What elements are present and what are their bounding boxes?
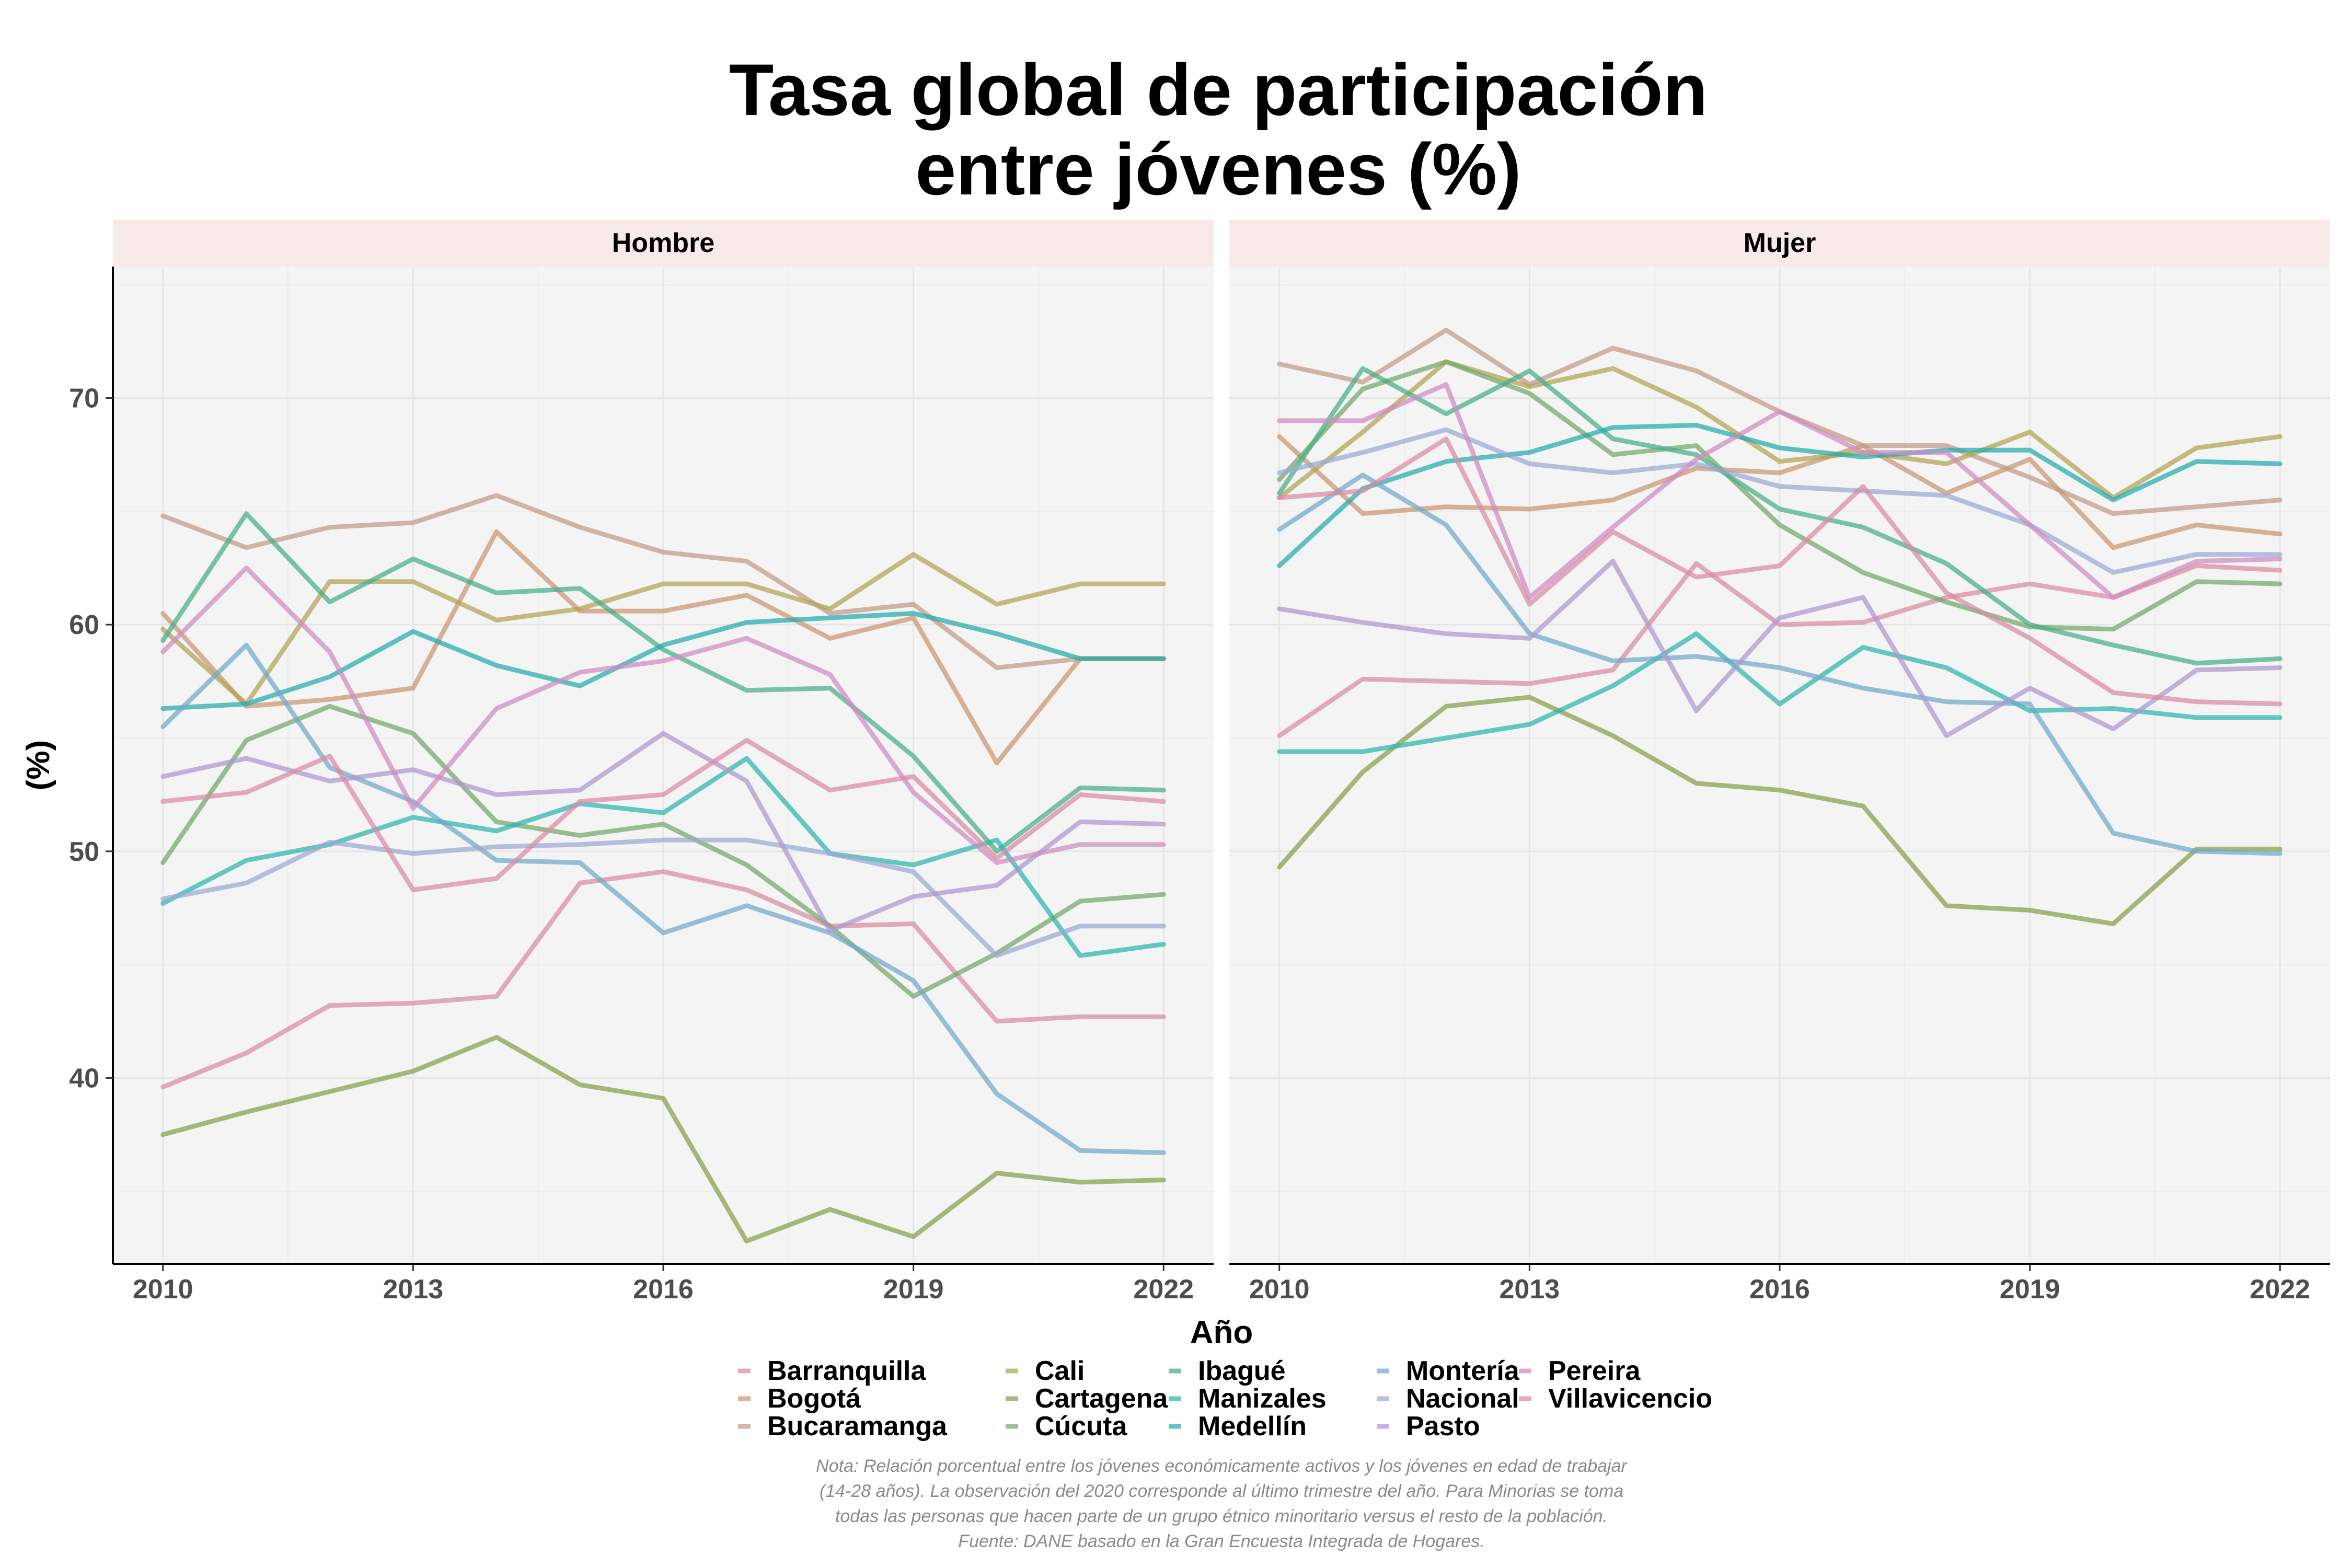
legend-label-nacional: Nacional (1406, 1383, 1519, 1414)
series-line-pasto-mujer (1277, 559, 2282, 739)
series-line-medellin-hombre (160, 611, 1166, 711)
panel-hombre: Hombre 2010 2013 2016 2019 2022 (113, 220, 1214, 1305)
strip-background-mujer (1229, 220, 2330, 267)
chart-title-line-2: entre jóvenes (%) (915, 128, 1521, 210)
series-line-cali-hombre (160, 552, 1166, 707)
legend-label-manizales: Manizales (1198, 1383, 1327, 1414)
series-lines-mujer (1277, 327, 2282, 926)
x-tick-label-2016-hombre: 2016 (633, 1274, 694, 1305)
legend-label-pereira: Pereira (1548, 1356, 1641, 1386)
x-axis-ticks-hombre: 2010 2013 2016 2019 2022 (133, 1264, 1194, 1305)
series-line-monteria-mujer (1277, 472, 2282, 856)
panel-mujer: Mujer 2010 2013 2016 2019 2022 (1229, 220, 2330, 1305)
series-line-barranquilla-hombre (160, 869, 1166, 1090)
strip-label-hombre: Hombre (612, 228, 714, 258)
legend-label-medellin: Medellín (1198, 1411, 1307, 1442)
x-axis-ticks-mujer: 2010 2013 2016 2019 2022 (1249, 1264, 2310, 1305)
chart-title-line-1: Tasa global de participación (729, 49, 1708, 131)
x-tick-label-2019-mujer: 2019 (2000, 1274, 2060, 1305)
series-line-cartagena-mujer (1277, 695, 2282, 926)
series-line-pereira-mujer (1277, 382, 2282, 600)
series-line-villavicencio-mujer (1277, 436, 2282, 707)
series-line-bucaramanga-hombre (160, 493, 1166, 670)
axis-lines (112, 267, 2330, 1265)
legend-label-pasto: Pasto (1406, 1411, 1480, 1442)
series-line-bogota-hombre (160, 529, 1166, 766)
series-line-manizales-mujer (1277, 631, 2282, 754)
y-tick-label-60: 60 (69, 610, 99, 640)
series-line-monteria-hombre (160, 642, 1166, 1155)
series-line-medellin-mujer (1277, 423, 2282, 568)
note-line-1: Nota: Relación porcentual entre los jóve… (816, 1456, 1628, 1476)
y-tick-label-50: 50 (69, 837, 99, 867)
x-tick-label-2010-hombre: 2010 (133, 1274, 193, 1305)
legend-label-cali: Cali (1035, 1356, 1085, 1386)
series-lines-hombre (160, 493, 1166, 1244)
footnote: Nota: Relación porcentual entre los jóve… (816, 1456, 1628, 1551)
legend-label-barranquilla: Barranquilla (767, 1356, 926, 1386)
x-tick-label-2022-hombre: 2022 (1133, 1274, 1194, 1305)
series-line-villavicencio-hombre (160, 737, 1166, 892)
y-tick-label-40: 40 (69, 1063, 99, 1093)
legend-label-monteria: Montería (1406, 1356, 1520, 1386)
legend-label-cucuta: Cúcuta (1035, 1411, 1127, 1442)
note-line-3: todas las personas que hacen parte de un… (835, 1506, 1608, 1526)
note-line-2: (14-28 años). La observación del 2020 co… (820, 1481, 1623, 1501)
x-tick-label-2019-hombre: 2019 (883, 1274, 944, 1305)
series-line-pereira-hombre (160, 566, 1166, 865)
series-line-ibague-mujer (1277, 366, 2282, 666)
x-tick-label-2013-hombre: 2013 (383, 1274, 444, 1305)
strip-background-hombre (113, 220, 1214, 267)
x-axis-title: Año (1190, 1315, 1253, 1351)
legend-label-villavicencio: Villavicencio (1548, 1383, 1712, 1414)
series-line-pasto-hombre (160, 731, 1166, 933)
legend-label-cartagena: Cartagena (1035, 1383, 1168, 1414)
series-line-cartagena-hombre (160, 1034, 1166, 1244)
series-line-ibague-hombre (160, 511, 1166, 854)
x-tick-label-2010-mujer: 2010 (1249, 1274, 1310, 1305)
legend-label-bucaramanga: Bucaramanga (767, 1411, 948, 1442)
y-tick-label-70: 70 (69, 384, 99, 414)
series-line-cucuta-mujer (1277, 359, 2282, 632)
x-tick-label-2013-mujer: 2013 (1500, 1274, 1560, 1305)
legend-label-ibague: Ibagué (1198, 1356, 1286, 1386)
note-line-4: Fuente: DANE basado en la Gran Encuesta … (958, 1531, 1484, 1551)
series-line-bogota-mujer (1277, 434, 2282, 550)
x-tick-label-2022-mujer: 2022 (2250, 1274, 2310, 1305)
y-axis-ticks: 40 50 60 70 (69, 384, 113, 1093)
series-line-nacional-mujer (1277, 427, 2282, 575)
y-axis-title: (%) (20, 740, 56, 790)
strip-label-mujer: Mujer (1744, 228, 1816, 258)
legend-label-bogota: Bogotá (767, 1383, 861, 1414)
x-tick-label-2016-mujer: 2016 (1749, 1274, 1810, 1305)
gridlines-mujer (1229, 267, 2330, 1264)
series-line-nacional-hombre (160, 837, 1166, 958)
